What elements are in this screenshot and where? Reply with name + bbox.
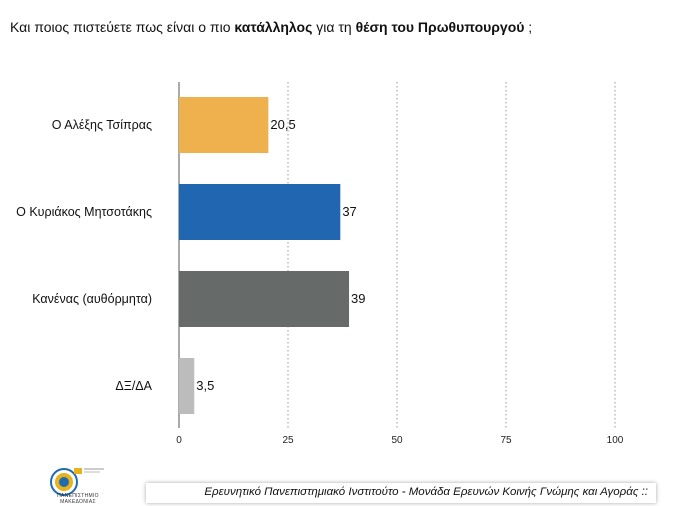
title-bold-2: θέση του Πρωθυπουργού	[355, 19, 525, 35]
logo-line-2: ΜΑΚΕΔΟΝΙΑΣ	[60, 499, 96, 505]
bar-1	[179, 184, 341, 240]
x-tick-label-100: 100	[607, 435, 624, 446]
bar-2	[179, 271, 350, 327]
value-label-3: 3,5	[196, 378, 214, 393]
value-label-1: 37	[342, 204, 356, 219]
value-label-0: 20,5	[270, 117, 295, 132]
title-part-2: για τη	[312, 19, 356, 35]
x-tick-label-25: 25	[282, 435, 294, 446]
bar-3	[179, 358, 195, 414]
value-label-2: 39	[351, 291, 365, 306]
bar-chart: Ο Αλέξης Τσίπρας 20,5 Ο Κυριάκος Μητσοτάκη…	[16, 82, 624, 446]
university-logo: ΠΑΝΕΠΙΣΤΗΜΙΟ ΜΑΚΕΔΟΝΙΑΣ	[38, 458, 118, 506]
footer-bar: Ερευνητικό Πανεπιστημιακό Ινστιτούτο - Μ…	[146, 483, 656, 503]
category-label-0: Ο Αλέξης Τσίπρας	[52, 118, 152, 132]
logo-emblem-icon	[50, 468, 104, 496]
title-bold-1: κατάλληλος	[234, 19, 313, 35]
title-part-1: Και ποιος πιστεύετε πως είναι ο πιο	[10, 19, 235, 35]
category-label-1: Ο Κυριάκος Μητσοτάκης	[16, 205, 152, 219]
footer-text: Ερευνητικό Πανεπιστημιακό Ινστιτούτο - Μ…	[204, 486, 648, 498]
x-tick-label-50: 50	[391, 435, 403, 446]
x-tick-label-0: 0	[176, 435, 182, 446]
x-tick-label-75: 75	[500, 435, 512, 446]
chart-title: Και ποιος πιστεύετε πως είναι ο πιο κατά…	[10, 19, 532, 35]
logo-line-1: ΠΑΝΕΠΙΣΤΗΜΙΟ	[57, 493, 99, 499]
category-label-3: ΔΞ/ΔΑ	[115, 379, 152, 393]
bar-0	[179, 97, 269, 153]
category-label-2: Κανένας (αυθόρμητα)	[32, 292, 152, 306]
title-part-3: ;	[524, 19, 533, 35]
